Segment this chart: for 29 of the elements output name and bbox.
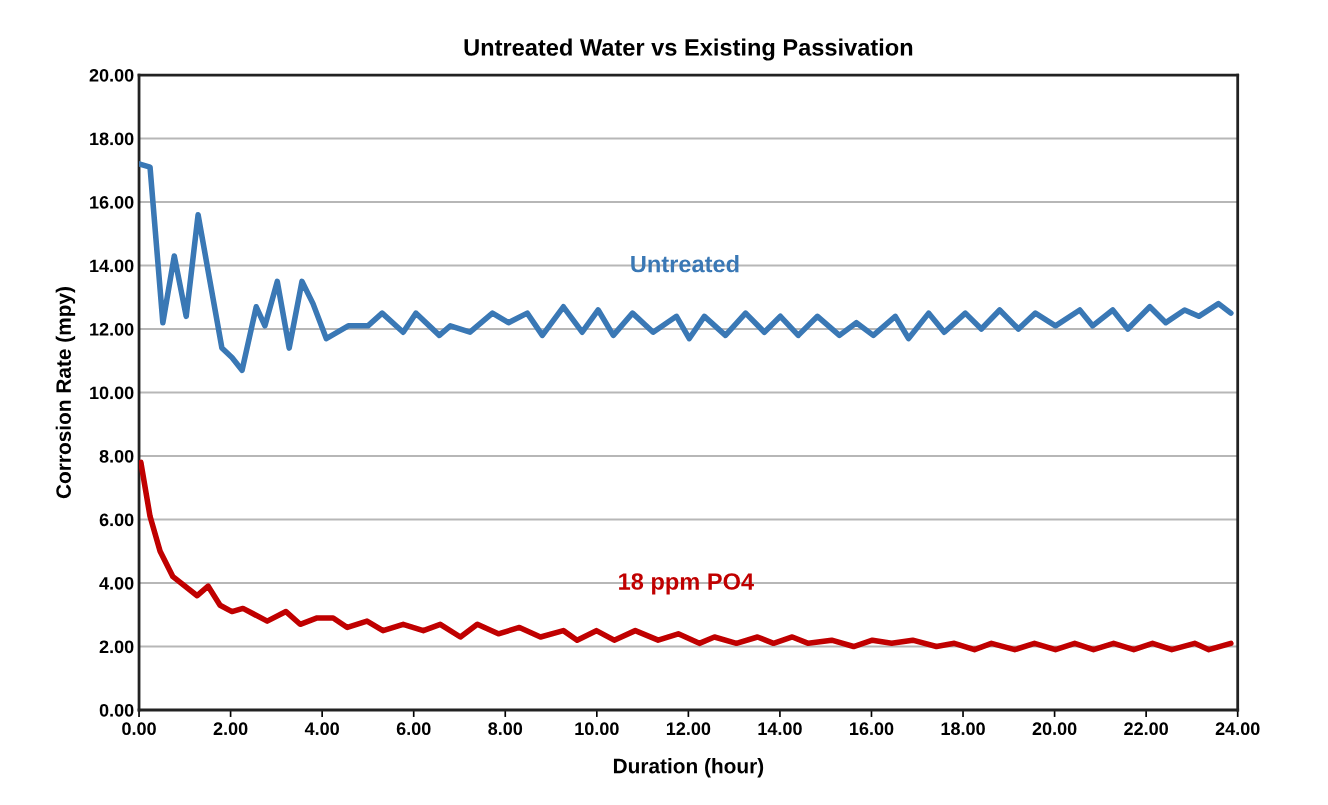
y-tick-label: 12.00 [90,322,134,336]
x-tick-label: 24.00 [1215,722,1260,736]
y-tick-label: 16.00 [90,195,134,209]
y-tick-label: 18.00 [90,132,134,146]
y-tick-label: 6.00 [99,513,134,527]
x-tick-label: 10.00 [575,722,619,736]
x-tick-label: 20.00 [1032,722,1077,736]
series-label: Untreated [631,255,739,273]
x-tick-label: 16.00 [850,722,894,736]
x-tick-label: 22.00 [1124,722,1168,736]
y-tick-label: 4.00 [99,576,134,590]
x-tick-label: 4.00 [304,722,339,736]
x-tick-label: 12.00 [666,722,711,736]
x-tick-label: 8.00 [488,722,523,736]
series-label: 18 ppm PO4 [619,573,754,595]
x-tick-label: 14.00 [758,722,802,736]
y-tick-label: 2.00 [99,640,134,654]
chart-title: Untreated Water vs Existing Passivation [464,38,913,61]
x-tick-label: 2.00 [213,722,248,736]
x-tick-label: 0.00 [122,722,156,736]
x-tick-label: 18.00 [941,722,985,736]
y-tick-label: 8.00 [99,449,134,463]
y-axis-title: Corrosion Rate (mpy) [55,287,76,499]
y-tick-label: 14.00 [90,259,134,273]
y-tick-label: 0.00 [99,703,134,717]
y-tick-label: 20.00 [89,68,134,82]
x-tick-label: 6.00 [396,722,431,736]
x-axis-title: Duration (hour) [613,758,764,778]
y-tick-label: 10.00 [90,386,134,400]
